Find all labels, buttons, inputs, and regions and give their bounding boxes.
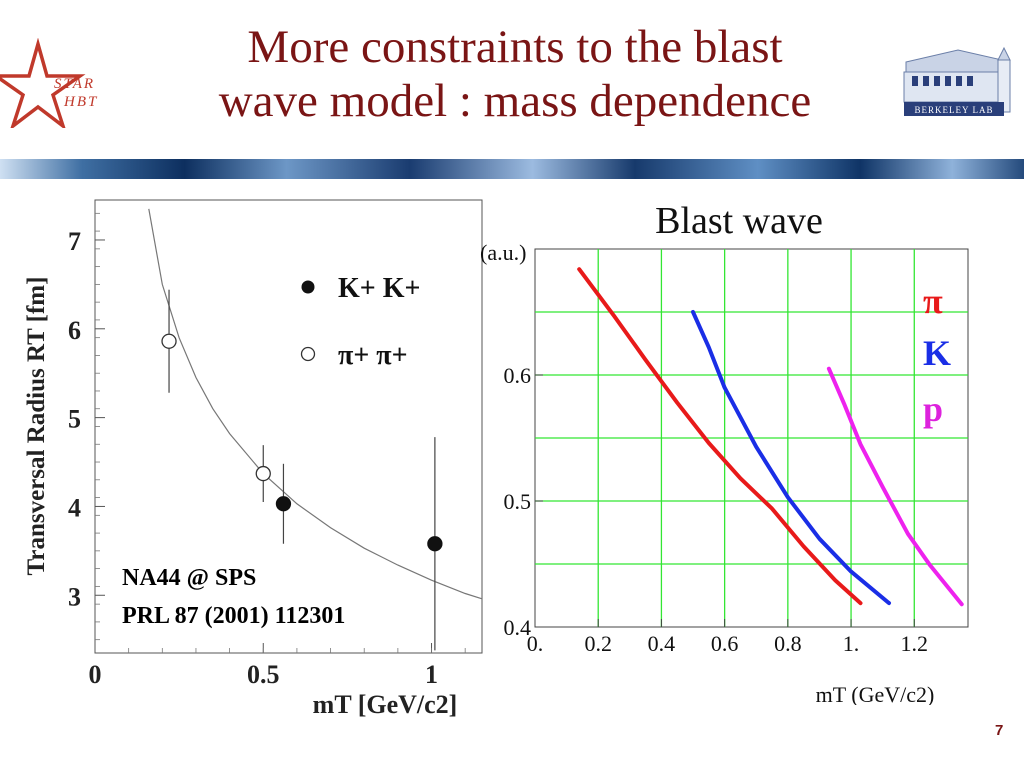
right-y-tick-label: 0.6 [504, 363, 532, 388]
left-x-tick-label: 1 [425, 660, 438, 689]
right-legend-proton: p [923, 389, 943, 429]
right-x-tick-label: 0.6 [711, 631, 739, 656]
blast-wave-chart: Blast wave 0.40.50.60. 0.2 0.4 0.6 0.8 1. 1.2 … [480, 200, 969, 705]
berkeley-lab-text: BERKELEY LAB [915, 105, 994, 115]
left-y-tick-label: 5 [68, 405, 81, 434]
kaon-data-point [427, 536, 443, 552]
legend-label-pion: π+ π+ [338, 340, 408, 371]
pion-data-point [161, 333, 177, 349]
legend-marker-kaon [301, 280, 315, 294]
na44-radius-chart: 3 4 5 6 7 0 0.5 1 Transversal Radius RT [fm] mT… [23, 199, 483, 719]
star-logo-text-2: HBT [63, 94, 98, 110]
slide-title-line-2: wave model : mass dependence [218, 75, 812, 127]
berkeley-lab-logo: BERKELEY LAB [898, 40, 1023, 130]
slide-title: More constraints to the blast wave model… [110, 20, 920, 128]
kaon-data-point [275, 496, 292, 512]
decorative-banner [0, 159, 1024, 179]
left-y-tick-label: 3 [68, 582, 81, 611]
right-y-axis-label: (a.u.) [480, 240, 526, 265]
left-fit-curve [148, 208, 483, 600]
legend-label-kaon: K+ K+ [338, 273, 420, 304]
right-y-tick-label: 0.4 [504, 615, 532, 640]
right-x-tick-label: 1.2 [901, 631, 929, 656]
pion-curve [577, 267, 863, 606]
star-icon [0, 37, 86, 131]
star-logo-text-1: STAR [54, 76, 95, 92]
star-hbt-logo: STAR HBT [0, 37, 130, 133]
annotation-reference: PRL 87 (2001) 112301 [122, 603, 345, 629]
pion-data-point [255, 465, 271, 482]
kaon-curve [691, 310, 891, 606]
berkeley-lab-building-icon [903, 46, 1011, 116]
right-x-tick-label: 0.8 [774, 631, 802, 656]
left-x-axis-label: mT [GeV/c2] [313, 690, 458, 719]
right-y-tick-label: 0.5 [504, 489, 532, 514]
right-x-tick-label: 0.2 [584, 631, 612, 656]
right-x-tick-label: 0. [527, 631, 544, 656]
left-y-tick-label: 6 [68, 316, 81, 345]
right-chart-title: Blast wave [655, 200, 823, 242]
left-plot-frame [94, 199, 483, 654]
legend-marker-pion [300, 346, 316, 362]
right-x-axis-label: mT (GeV/c2) [816, 682, 935, 705]
left-legend: K+ K+ π+ π+ [300, 273, 420, 371]
proton-curve [826, 366, 964, 607]
right-x-tick-label: 0.4 [648, 631, 676, 656]
left-x-tick-label: 0.5 [247, 660, 280, 689]
slide-title-line-1: More constraints to the blast [247, 21, 783, 73]
left-y-axis-label: Transversal Radius RT [fm] [23, 277, 50, 576]
left-y-tick-label: 4 [68, 493, 81, 522]
left-y-tick-label: 7 [68, 227, 81, 256]
annotation-experiment: NA44 @ SPS [122, 565, 256, 591]
right-legend-kaon: K [923, 333, 951, 373]
left-x-tick-label: 0 [89, 660, 102, 689]
page-number: 7 [995, 722, 1004, 739]
right-legend-pion: π [923, 281, 943, 321]
right-x-tick-label: 1. [843, 631, 860, 656]
